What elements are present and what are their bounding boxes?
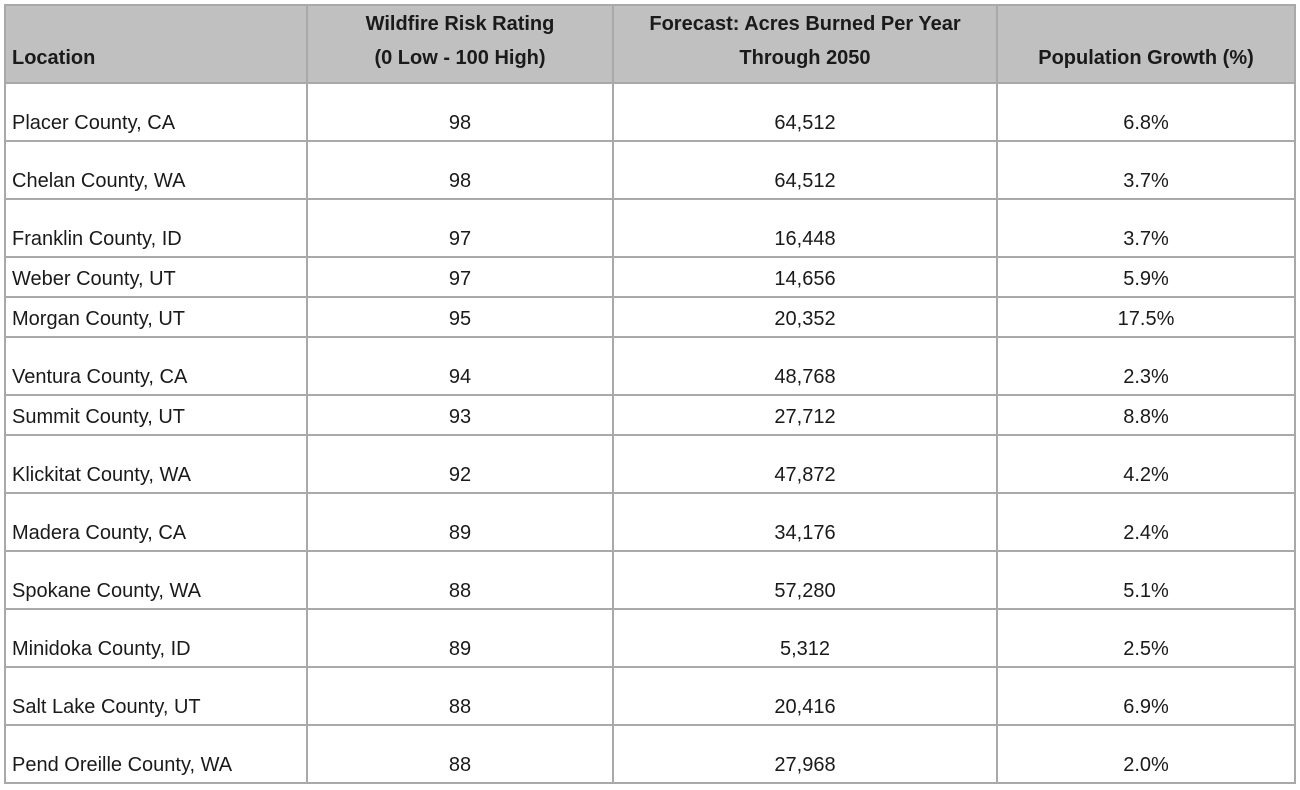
cell-risk: 97 [306,198,614,258]
cell-risk: 88 [306,550,614,610]
cell-growth: 2.4% [996,492,1296,552]
cell-location: Morgan County, UT [4,296,308,338]
cell-acres: 20,416 [612,666,998,726]
cell-growth: 3.7% [996,198,1296,258]
cell-location: Franklin County, ID [4,198,308,258]
cell-acres: 27,712 [612,394,998,436]
header-acres-burned: Forecast: Acres Burned Per Year Through … [612,4,998,84]
cell-growth: 3.7% [996,140,1296,200]
cell-acres: 14,656 [612,256,998,298]
cell-acres: 16,448 [612,198,998,258]
table-row: Chelan County, WA 98 64,512 3.7% [4,140,1296,200]
cell-location: Placer County, CA [4,82,308,142]
cell-risk: 93 [306,394,614,436]
cell-risk: 88 [306,666,614,726]
table-row: Summit County, UT 93 27,712 8.8% [4,394,1296,436]
cell-risk: 89 [306,492,614,552]
header-population-label: Population Growth (%) [1038,47,1254,69]
cell-growth: 2.5% [996,608,1296,668]
cell-risk: 98 [306,140,614,200]
cell-growth: 6.9% [996,666,1296,726]
cell-risk: 92 [306,434,614,494]
cell-acres: 47,872 [612,434,998,494]
cell-growth: 4.2% [996,434,1296,494]
cell-acres: 5,312 [612,608,998,668]
cell-acres: 64,512 [612,140,998,200]
header-population-growth: Population Growth (%) [996,4,1296,84]
header-acres-line2: Through 2050 [739,47,871,69]
table-row: Franklin County, ID 97 16,448 3.7% [4,198,1296,258]
cell-growth: 2.0% [996,724,1296,784]
cell-risk: 88 [306,724,614,784]
table-row: Klickitat County, WA 92 47,872 4.2% [4,434,1296,494]
cell-growth: 2.3% [996,336,1296,396]
cell-growth: 17.5% [996,296,1296,338]
cell-growth: 5.9% [996,256,1296,298]
cell-risk: 89 [306,608,614,668]
cell-location: Spokane County, WA [4,550,308,610]
wildfire-risk-table: Location Wildfire Risk Rating (0 Low - 1… [4,4,1296,784]
cell-acres: 34,176 [612,492,998,552]
cell-growth: 8.8% [996,394,1296,436]
cell-acres: 64,512 [612,82,998,142]
cell-acres: 57,280 [612,550,998,610]
cell-growth: 6.8% [996,82,1296,142]
cell-acres: 20,352 [612,296,998,338]
cell-risk: 97 [306,256,614,298]
cell-risk: 98 [306,82,614,142]
cell-location: Pend Oreille County, WA [4,724,308,784]
cell-location: Salt Lake County, UT [4,666,308,726]
cell-location: Weber County, UT [4,256,308,298]
cell-location: Ventura County, CA [4,336,308,396]
table-row: Placer County, CA 98 64,512 6.8% [4,82,1296,142]
header-row: Location Wildfire Risk Rating (0 Low - 1… [4,4,1296,84]
header-location-label: Location [12,47,96,69]
cell-location: Summit County, UT [4,394,308,436]
header-risk-line1: Wildfire Risk Rating [365,13,555,35]
header-risk-rating: Wildfire Risk Rating (0 Low - 100 High) [306,4,614,84]
cell-location: Chelan County, WA [4,140,308,200]
cell-risk: 94 [306,336,614,396]
table-container: Location Wildfire Risk Rating (0 Low - 1… [4,4,1296,784]
header-risk-line2: (0 Low - 100 High) [374,47,546,69]
header-acres-line1: Forecast: Acres Burned Per Year [649,13,961,35]
cell-growth: 5.1% [996,550,1296,610]
table-row: Morgan County, UT 95 20,352 17.5% [4,296,1296,338]
table-row: Ventura County, CA 94 48,768 2.3% [4,336,1296,396]
table-row: Spokane County, WA 88 57,280 5.1% [4,550,1296,610]
cell-location: Minidoka County, ID [4,608,308,668]
cell-location: Madera County, CA [4,492,308,552]
table-row: Weber County, UT 97 14,656 5.9% [4,256,1296,298]
cell-acres: 27,968 [612,724,998,784]
cell-acres: 48,768 [612,336,998,396]
table-row: Minidoka County, ID 89 5,312 2.5% [4,608,1296,668]
table-row: Pend Oreille County, WA 88 27,968 2.0% [4,724,1296,784]
table-row: Madera County, CA 89 34,176 2.4% [4,492,1296,552]
header-location: Location [4,4,308,84]
table-row: Salt Lake County, UT 88 20,416 6.9% [4,666,1296,726]
cell-location: Klickitat County, WA [4,434,308,494]
cell-risk: 95 [306,296,614,338]
